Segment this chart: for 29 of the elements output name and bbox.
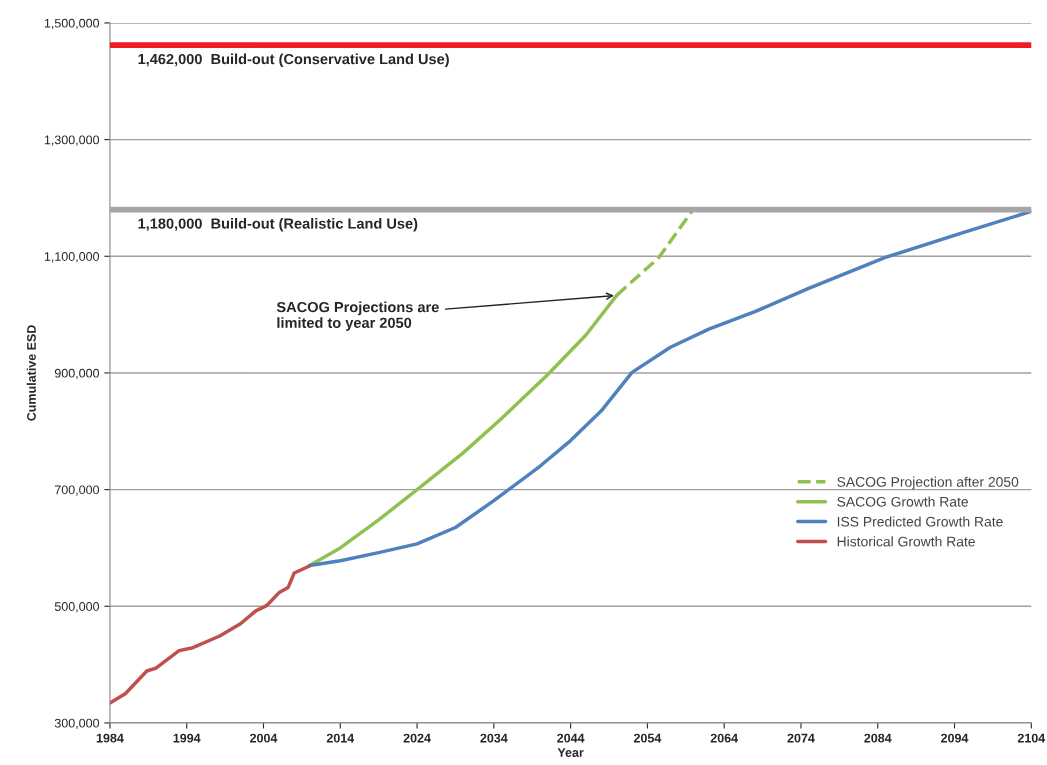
- ref-line-label: 1,180,000 Build-out (Realistic Land Use): [138, 218, 418, 232]
- x-tick-label: 2044: [557, 733, 585, 743]
- y-tick-label: 300,000: [54, 718, 100, 730]
- x-tick-label: 2014: [326, 733, 355, 743]
- x-tick-label: 2004: [250, 733, 278, 743]
- x-tick-label: 2034: [480, 733, 508, 743]
- x-tick-label: 2054: [633, 733, 662, 743]
- y-tick-label: 500,000: [54, 602, 100, 613]
- y-tick-label: 1,500,000: [44, 18, 100, 30]
- y-tick-label: 700,000: [54, 485, 100, 496]
- x-tick-label: 1994: [173, 733, 201, 743]
- y-tick-label: 900,000: [54, 368, 100, 380]
- x-tick-label: 2104: [1017, 733, 1046, 743]
- x-tick-label: 2084: [864, 733, 892, 743]
- x-tick-label: 1984: [96, 733, 124, 743]
- x-tick-label: 2094: [941, 733, 969, 743]
- y-axis-title: Cumulative ESD: [26, 325, 36, 421]
- x-tick-label: 2024: [403, 733, 431, 743]
- x-axis-title: Year: [557, 748, 584, 757]
- legend-label: Historical Growth Rate: [837, 536, 975, 547]
- legend-label: SACOG Projection after 2050: [837, 476, 1019, 490]
- x-tick-label: 2064: [710, 733, 739, 743]
- legend-label: SACOG Growth Rate: [837, 496, 968, 507]
- ref-line-label: 1,462,000 Build-out (Conservative Land Use): [138, 53, 449, 68]
- legend-label: ISS Predicted Growth Rate: [837, 516, 1003, 527]
- annotation: SACOG Projections are limited to year 2050: [276, 301, 439, 331]
- y-tick-label: 1,100,000: [44, 252, 100, 263]
- x-tick-label: 2074: [787, 733, 815, 743]
- y-tick-label: 1,300,000: [44, 135, 100, 146]
